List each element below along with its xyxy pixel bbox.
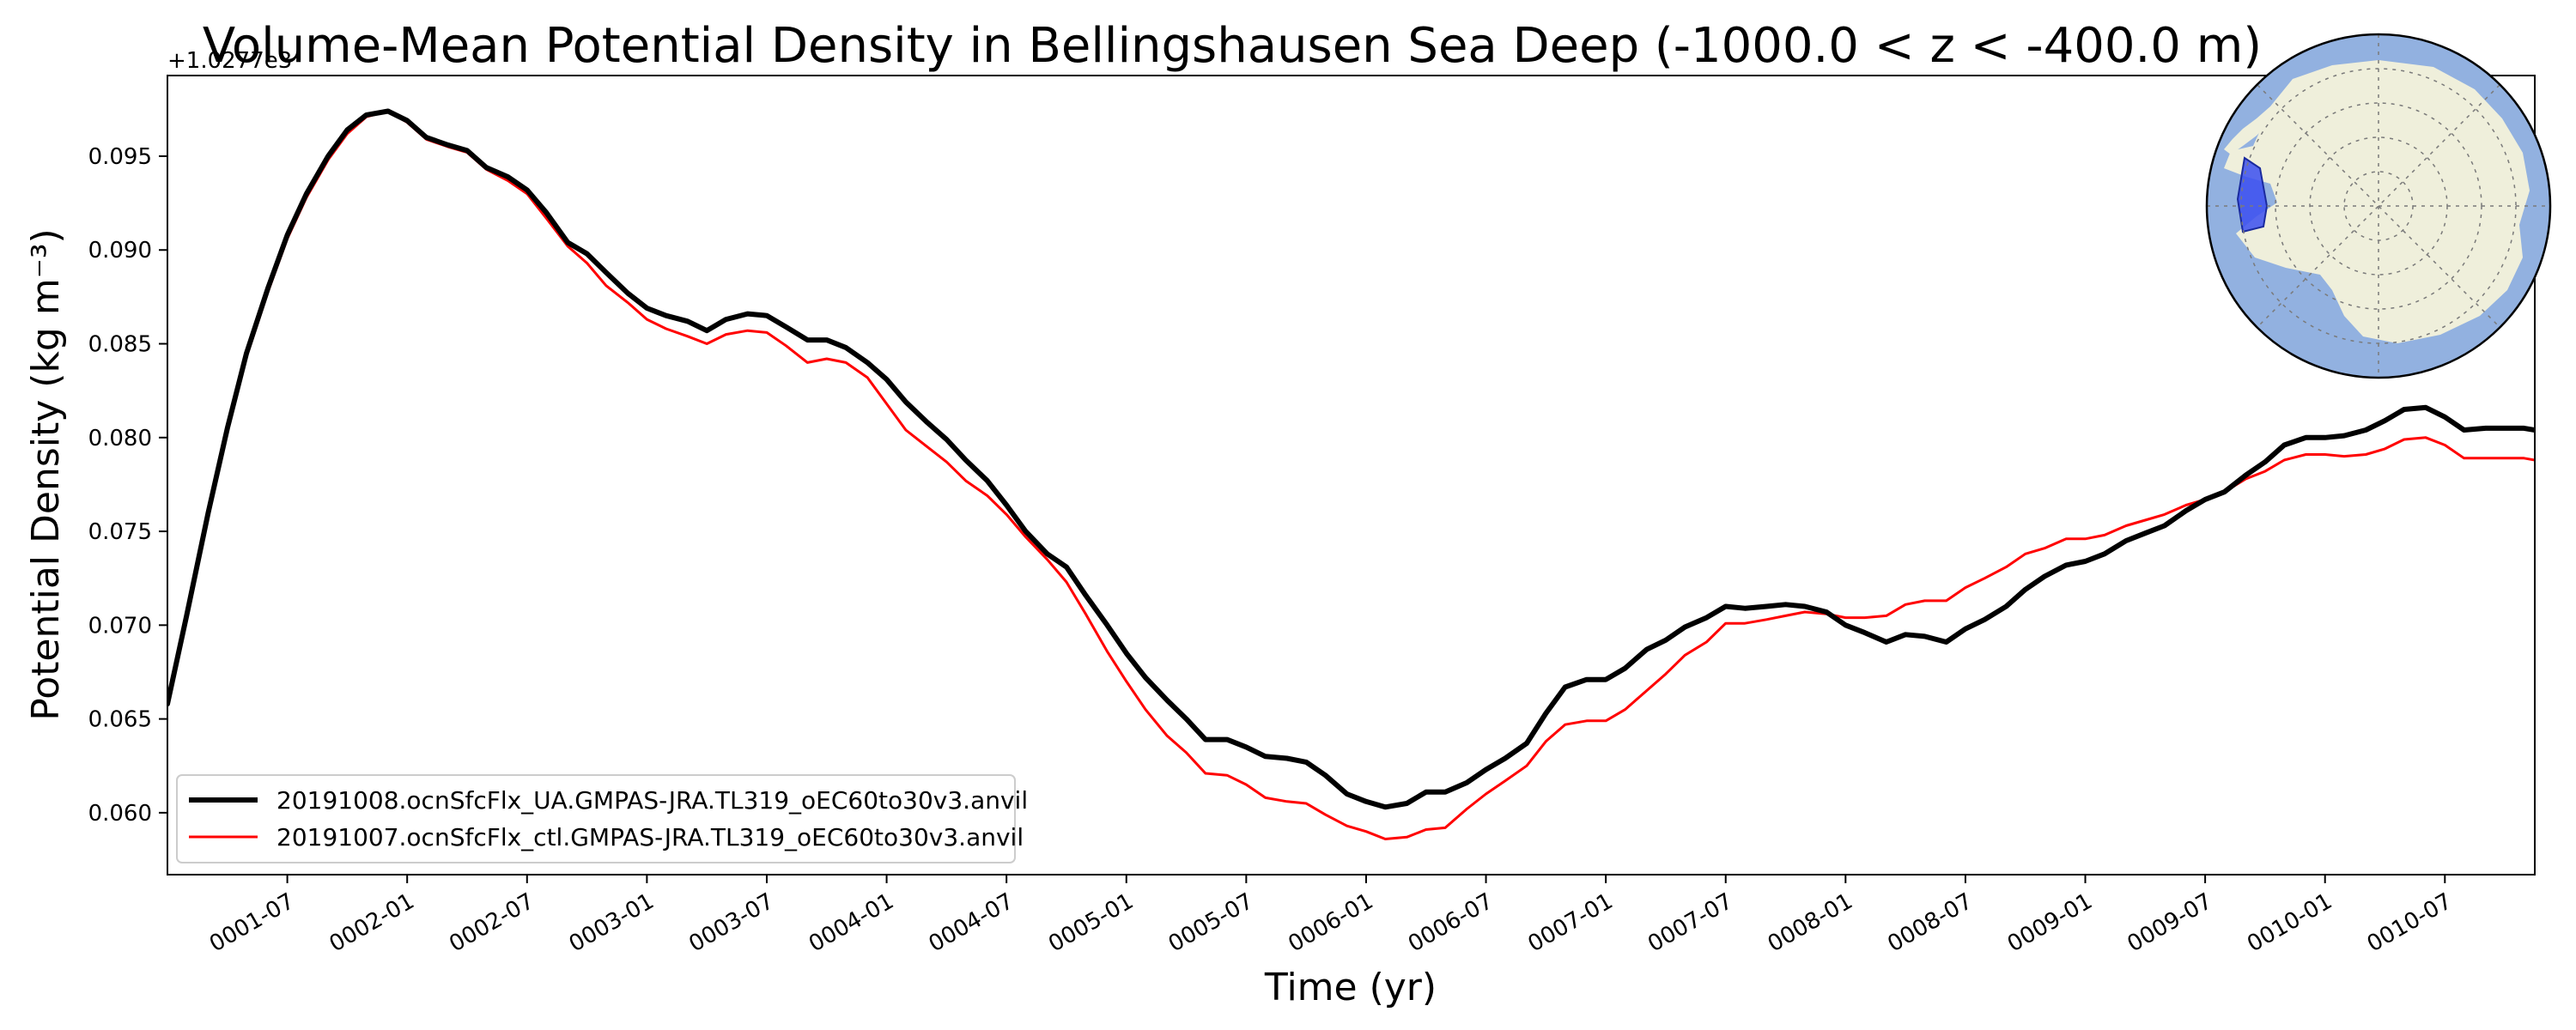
y-tick-label: 0.085 bbox=[88, 332, 152, 358]
x-tick-label: 0008-01 bbox=[1764, 888, 1857, 957]
x-tick-label: 0008-07 bbox=[1883, 888, 1977, 957]
x-tick-label: 0002-01 bbox=[325, 888, 419, 957]
y-tick-label: 0.080 bbox=[88, 426, 152, 451]
inset-map bbox=[2205, 33, 2552, 379]
x-tick-label: 0005-07 bbox=[1164, 888, 1258, 957]
x-tick-label: 0007-07 bbox=[1643, 888, 1737, 957]
y-axis-label: Potential Density (kg m⁻³) bbox=[24, 228, 68, 720]
series-line-ctl bbox=[167, 110, 2535, 840]
legend-box bbox=[176, 774, 1016, 863]
y-tick-label: 0.095 bbox=[88, 144, 152, 170]
y-offset-label: +1.0277e3 bbox=[167, 48, 292, 74]
y-tick-label: 0.065 bbox=[88, 707, 152, 733]
x-tick-label: 0010-07 bbox=[2363, 888, 2457, 957]
chart-title: Volume-Mean Potential Density in Belling… bbox=[203, 18, 2262, 74]
series-layer bbox=[167, 108, 2535, 840]
x-tick-label: 0006-01 bbox=[1284, 888, 1377, 957]
plot-frame bbox=[167, 75, 2536, 876]
x-tick-label: 0003-07 bbox=[684, 888, 778, 957]
x-tick-label: 0003-01 bbox=[565, 888, 659, 957]
y-tick-label: 0.060 bbox=[88, 801, 152, 827]
inset-map-peninsula bbox=[2224, 106, 2270, 154]
x-tick-label: 0001-07 bbox=[205, 888, 299, 957]
inset-map-antarctica-land bbox=[2224, 60, 2530, 343]
series-line-ua bbox=[167, 108, 2535, 810]
x-tick-label: 0005-01 bbox=[1044, 888, 1138, 957]
x-axis-label: Time (yr) bbox=[1264, 966, 1437, 1009]
y-tick-label: 0.075 bbox=[88, 519, 152, 545]
inset-map-border bbox=[2205, 33, 2552, 379]
x-axis-ticks: 0001-07 0002-01 0002-07 0003-01 0003-07 0004-… bbox=[205, 875, 2457, 957]
inset-map-graticule bbox=[2207, 34, 2550, 378]
legend-label-ua: 20191008.ocnSfcFlx_UA.GMPAS-JRA.TL319_oE… bbox=[276, 786, 1028, 815]
inset-map-bellingshausen-region bbox=[2236, 156, 2269, 233]
x-tick-label: 0009-07 bbox=[2123, 888, 2217, 957]
x-tick-label: 0002-07 bbox=[445, 888, 538, 957]
y-tick-label: 0.090 bbox=[88, 238, 152, 264]
x-tick-label: 0010-01 bbox=[2243, 888, 2336, 957]
legend-label-ctl: 20191007.ocnSfcFlx_ctl.GMPAS-JRA.TL319_o… bbox=[276, 823, 1024, 851]
x-tick-label: 0004-07 bbox=[925, 888, 1018, 957]
x-tick-label: 0004-01 bbox=[805, 888, 898, 957]
x-tick-label: 0007-01 bbox=[1524, 888, 1618, 957]
y-axis-ticks: 0.060 0.065 0.070 0.075 0.080 0.085 0.090 0.095 bbox=[88, 144, 167, 827]
y-tick-label: 0.070 bbox=[88, 613, 152, 639]
legend: 20191008.ocnSfcFlx_UA.GMPAS-JRA.TL319_oE… bbox=[176, 774, 1028, 863]
x-tick-label: 0009-01 bbox=[2003, 888, 2097, 957]
x-tick-label: 0006-07 bbox=[1404, 888, 1498, 957]
